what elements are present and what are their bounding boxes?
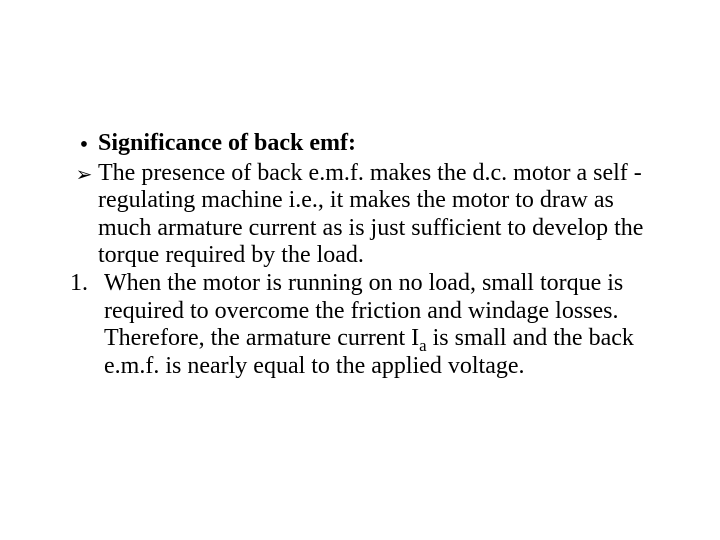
- sub-bullet-row: ➢ The presence of back e.m.f. makes the …: [70, 160, 650, 270]
- heading-row: • Significance of back emf:: [70, 130, 650, 160]
- sub-bullet-text: The presence of back e.m.f. makes the d.…: [98, 160, 650, 270]
- arrow-bullet-icon: ➢: [70, 160, 98, 187]
- heading-text: Significance of back emf:: [98, 130, 356, 158]
- numbered-item-1: 1. When the motor is running on no load,…: [70, 270, 650, 380]
- numbered-item-1-text: When the motor is running on no load, sm…: [98, 270, 650, 380]
- number-marker: 1.: [70, 270, 98, 298]
- bullet-dot-icon: •: [70, 130, 98, 160]
